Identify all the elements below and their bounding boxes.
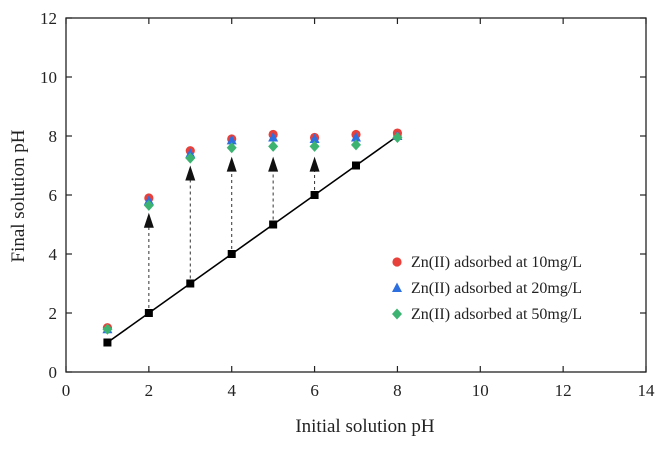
reference-line-layer — [103, 132, 402, 347]
y-tick-label: 2 — [49, 304, 58, 323]
legend: Zn(II) adsorbed at 10mg/L Zn(II) adsorbed… — [392, 254, 582, 323]
series-2 — [102, 130, 403, 334]
data-point — [226, 142, 237, 154]
y-tick-label: 8 — [49, 127, 58, 146]
data-point — [309, 133, 320, 143]
arrow-head — [309, 156, 320, 172]
legend-label: Zn(II) adsorbed at 50mg/L — [411, 306, 582, 323]
data-point — [226, 134, 237, 145]
data-point — [351, 139, 361, 151]
data-point — [351, 131, 361, 142]
reference-line — [106, 135, 398, 344]
arrow-head — [268, 156, 279, 172]
data-point — [268, 140, 279, 152]
data-point — [102, 323, 113, 335]
arrow-head — [185, 165, 196, 181]
arrow-head — [226, 156, 237, 172]
x-tick-label: 10 — [472, 381, 489, 400]
legend-label: Zn(II) adsorbed at 10mg/L — [411, 254, 582, 271]
reference-point — [103, 338, 112, 347]
data-point — [185, 152, 196, 164]
legend-marker — [392, 282, 402, 292]
reference-point — [352, 161, 360, 170]
x-axis-title: Initial solution pH — [295, 416, 435, 437]
legend-label: Zn(II) adsorbed at 20mg/L — [411, 280, 582, 297]
x-tick-label: 6 — [310, 381, 319, 400]
series-layer — [102, 128, 403, 335]
y-axis-title: Final solution pH — [8, 129, 29, 262]
x-tick-label: 4 — [227, 381, 236, 400]
x-tick-label: 12 — [555, 381, 572, 400]
legend-marker — [392, 308, 402, 320]
x-tick-label: 8 — [393, 381, 402, 400]
reference-point — [144, 309, 153, 317]
arrow-head — [143, 212, 154, 228]
data-point — [268, 131, 279, 142]
reference-point — [310, 191, 319, 199]
legend-marker — [392, 257, 402, 267]
data-point — [392, 131, 403, 143]
data-point — [309, 140, 320, 152]
y-tick-label: 4 — [49, 245, 58, 264]
reference-point — [186, 279, 195, 288]
y-tick-label: 10 — [40, 68, 57, 87]
data-point — [143, 199, 154, 211]
reference-point — [269, 220, 278, 229]
series-3 — [102, 131, 403, 335]
y-tick-label: 6 — [49, 186, 58, 205]
x-tick-label: 2 — [145, 381, 154, 400]
axes: 0 2 4 6 8 10 12 14 0 2 4 6 8 10 12 — [40, 9, 655, 400]
arrow-layer — [143, 156, 320, 308]
y-tick-label: 0 — [49, 363, 58, 382]
x-tick-label: 0 — [62, 381, 71, 400]
series-1 — [102, 128, 403, 333]
reference-point — [227, 250, 236, 258]
x-tick-label: 14 — [638, 381, 656, 400]
y-tick-label: 12 — [40, 9, 57, 28]
